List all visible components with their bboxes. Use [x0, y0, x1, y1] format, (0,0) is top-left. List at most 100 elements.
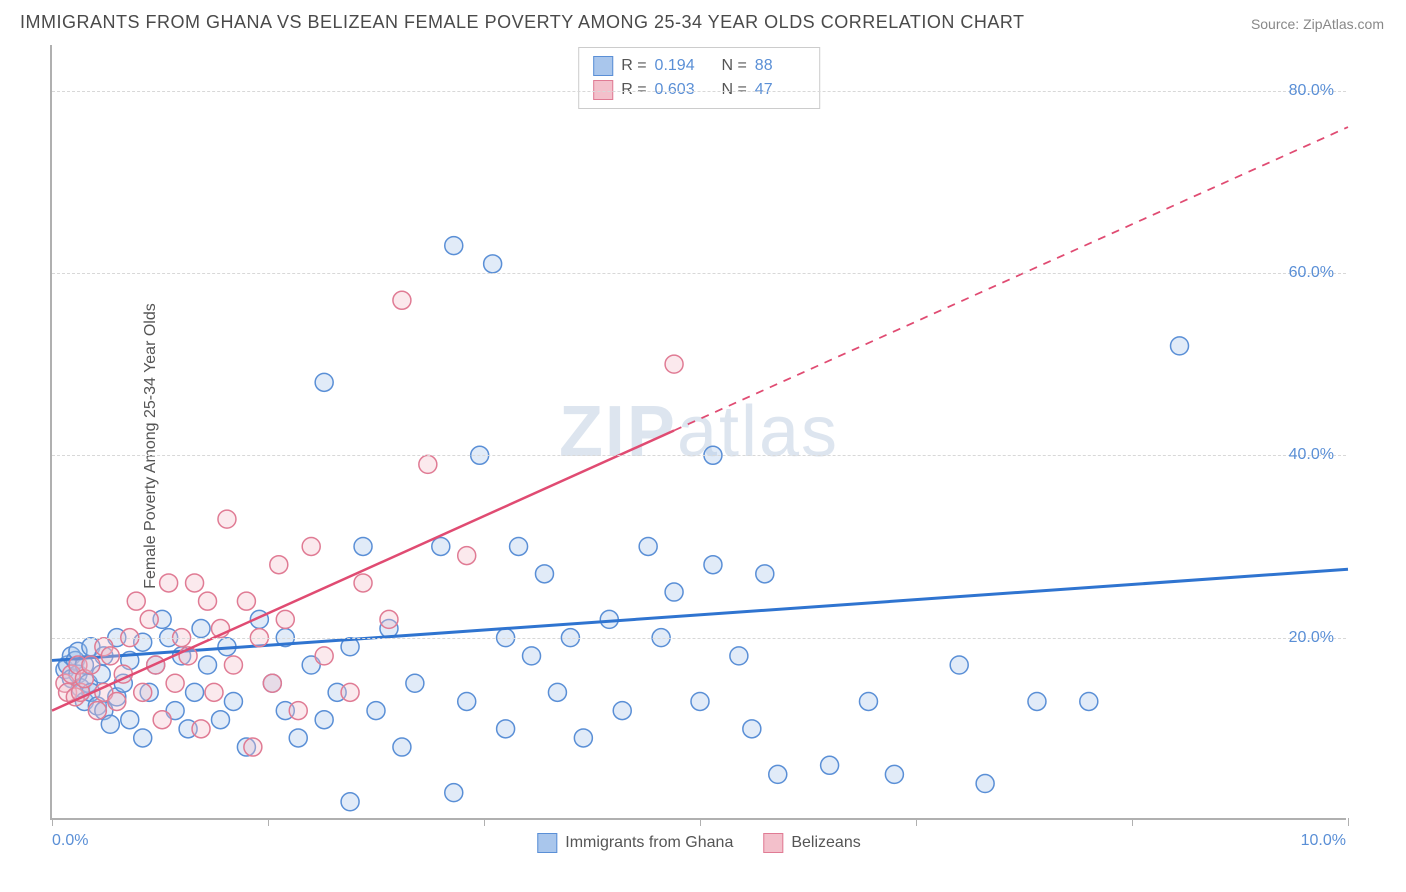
scatter-point	[140, 610, 158, 628]
scatter-point	[497, 720, 515, 738]
scatter-point	[445, 784, 463, 802]
y-tick-label: 60.0%	[1289, 264, 1334, 282]
scatter-point	[406, 674, 424, 692]
plot-svg	[52, 45, 1346, 818]
x-tick	[916, 818, 917, 826]
legend-stat-row: R = 0.194 N = 88	[593, 54, 805, 78]
gridline	[52, 455, 1346, 456]
scatter-point	[289, 702, 307, 720]
scatter-point	[639, 537, 657, 555]
scatter-point	[192, 620, 210, 638]
scatter-point	[270, 556, 288, 574]
legend-n-value: 88	[755, 57, 805, 75]
scatter-point	[393, 291, 411, 309]
scatter-point	[341, 793, 359, 811]
scatter-point	[101, 647, 119, 665]
scatter-point	[354, 574, 372, 592]
scatter-point	[484, 255, 502, 273]
legend-item: Immigrants from Ghana	[537, 833, 733, 853]
plot-area: ZIPatlas R = 0.194 N = 88R = 0.603 N = 4…	[50, 45, 1346, 820]
scatter-point	[186, 683, 204, 701]
scatter-point	[224, 692, 242, 710]
scatter-point	[166, 674, 184, 692]
scatter-point	[218, 510, 236, 528]
legend-swatch	[763, 833, 783, 853]
scatter-point	[88, 702, 106, 720]
scatter-point	[354, 537, 372, 555]
x-tick-label: 0.0%	[52, 832, 88, 850]
scatter-point	[244, 738, 262, 756]
scatter-point	[665, 355, 683, 373]
scatter-point	[419, 455, 437, 473]
scatter-point	[535, 565, 553, 583]
trend-line-solid	[52, 569, 1348, 660]
scatter-point	[101, 715, 119, 733]
scatter-point	[730, 647, 748, 665]
scatter-point	[199, 592, 217, 610]
scatter-point	[341, 683, 359, 701]
x-tick	[700, 818, 701, 826]
chart-title: IMMIGRANTS FROM GHANA VS BELIZEAN FEMALE…	[20, 12, 1025, 33]
scatter-point	[121, 711, 139, 729]
scatter-point	[704, 556, 722, 574]
x-tick	[1348, 818, 1349, 826]
scatter-point	[263, 674, 281, 692]
scatter-point	[192, 720, 210, 738]
scatter-point	[153, 711, 171, 729]
scatter-point	[127, 592, 145, 610]
scatter-point	[523, 647, 541, 665]
scatter-point	[976, 775, 994, 793]
scatter-point	[315, 711, 333, 729]
scatter-point	[743, 720, 761, 738]
scatter-point	[108, 692, 126, 710]
scatter-point	[613, 702, 631, 720]
scatter-point	[289, 729, 307, 747]
gridline	[52, 273, 1346, 274]
scatter-point	[1080, 692, 1098, 710]
scatter-point	[380, 610, 398, 628]
legend-item: Belizeans	[763, 833, 860, 853]
scatter-point	[445, 237, 463, 255]
legend-label: Immigrants from Ghana	[565, 834, 733, 852]
legend-label: Belizeans	[791, 834, 860, 852]
x-tick	[1132, 818, 1133, 826]
scatter-point	[315, 373, 333, 391]
scatter-point	[186, 574, 204, 592]
scatter-point	[458, 547, 476, 565]
scatter-point	[205, 683, 223, 701]
legend-series: Immigrants from Ghana Belizeans	[537, 833, 860, 853]
scatter-point	[367, 702, 385, 720]
scatter-point	[276, 610, 294, 628]
scatter-point	[1171, 337, 1189, 355]
gridline	[52, 91, 1346, 92]
legend-swatch	[593, 56, 613, 76]
trend-line-dashed	[674, 127, 1348, 430]
scatter-point	[393, 738, 411, 756]
scatter-point	[1028, 692, 1046, 710]
x-tick	[52, 818, 53, 826]
scatter-point	[315, 647, 333, 665]
y-tick-label: 20.0%	[1289, 629, 1334, 647]
scatter-point	[160, 574, 178, 592]
scatter-point	[82, 656, 100, 674]
scatter-point	[134, 683, 152, 701]
scatter-point	[458, 692, 476, 710]
source-label: Source: ZipAtlas.com	[1251, 16, 1384, 32]
scatter-point	[134, 729, 152, 747]
scatter-point	[199, 656, 217, 674]
scatter-point	[574, 729, 592, 747]
legend-r-label: R =	[621, 57, 646, 75]
y-tick-label: 80.0%	[1289, 82, 1334, 100]
scatter-point	[510, 537, 528, 555]
scatter-point	[224, 656, 242, 674]
scatter-point	[859, 692, 877, 710]
scatter-point	[237, 592, 255, 610]
x-tick-label: 10.0%	[1301, 832, 1346, 850]
scatter-point	[691, 692, 709, 710]
scatter-point	[769, 765, 787, 783]
trend-line-solid	[52, 430, 674, 710]
x-tick	[268, 818, 269, 826]
x-tick	[484, 818, 485, 826]
scatter-point	[432, 537, 450, 555]
legend-stats: R = 0.194 N = 88R = 0.603 N = 47	[578, 47, 820, 109]
